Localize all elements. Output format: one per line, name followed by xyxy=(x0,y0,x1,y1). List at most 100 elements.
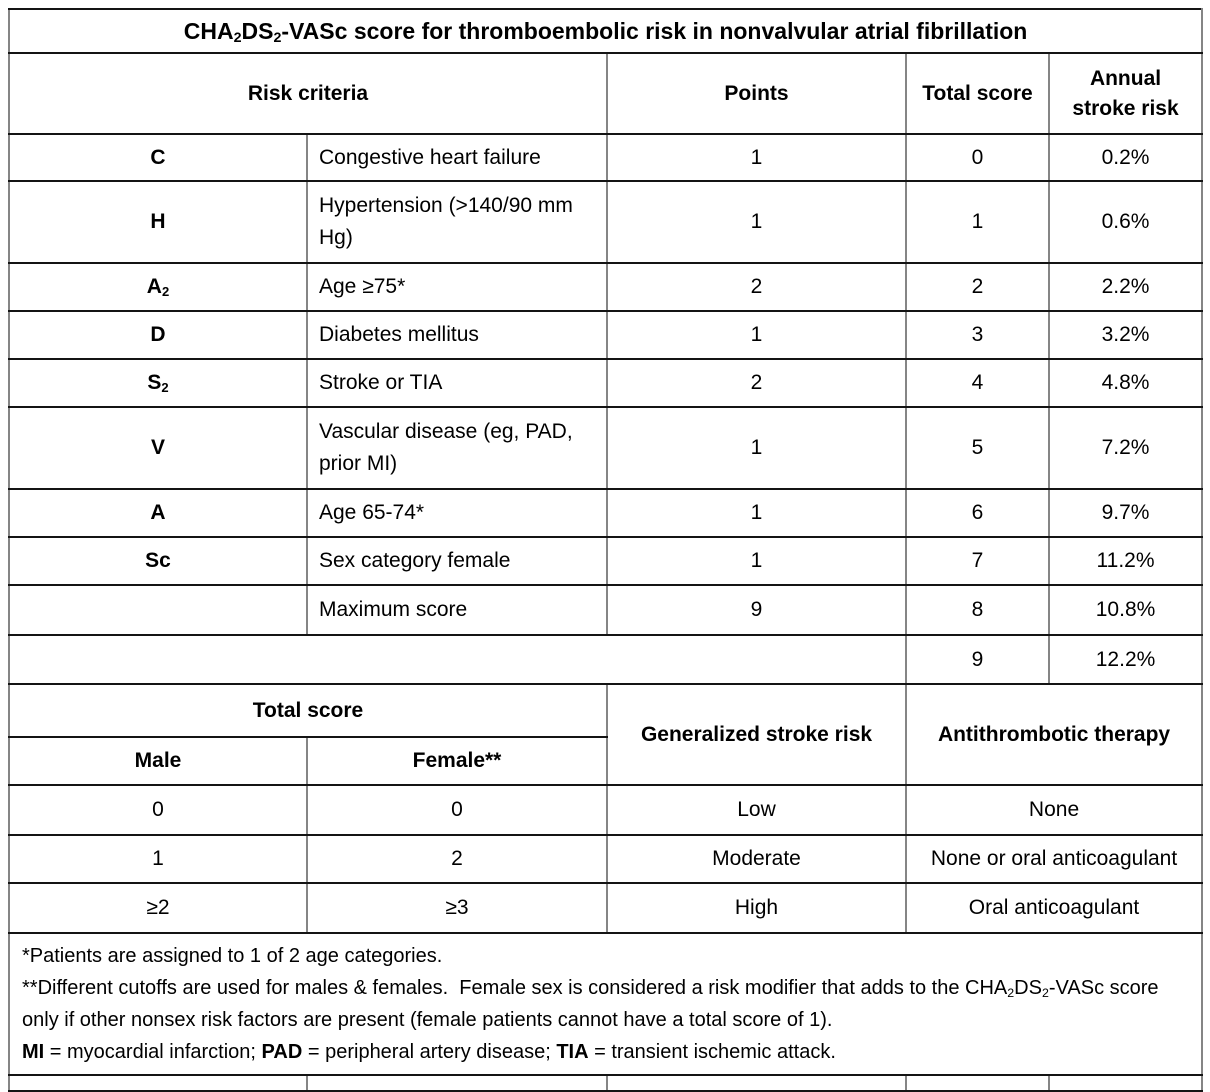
annual-stroke-risk-header: Annual stroke risk xyxy=(1047,52,1204,135)
page-title: CHA2DS2-VASc score for thromboembolic ri… xyxy=(7,8,1204,54)
risk-criteria-cell: Hypertension (>140/90 mm Hg) xyxy=(306,180,608,264)
risk-criteria-cell: Stroke or TIA xyxy=(306,358,608,408)
spacer-cell xyxy=(8,1074,308,1092)
points-cell: 1 xyxy=(606,310,907,360)
total-score-cell: 6 xyxy=(905,488,1050,538)
therapy-row-moderate: 1 2 Moderate None or oral anticoagulant xyxy=(8,834,1204,884)
male-header: Male xyxy=(8,736,308,786)
title-subscript: 2 xyxy=(233,29,242,46)
annual-risk-cell: 12.2% xyxy=(1047,634,1204,685)
points-cell: 2 xyxy=(606,262,907,312)
total-score-cell: 5 xyxy=(905,406,1050,490)
footnote-row: *Patients are assigned to 1 of 2 age cat… xyxy=(7,932,1204,1076)
therapy-row-high: ≥2 ≥3 High Oral anticoagulant xyxy=(8,882,1204,934)
female-score-cell: ≥3 xyxy=(306,882,608,934)
footnote-female-text: DS xyxy=(1014,977,1042,999)
risk-criteria-cell: Diabetes mellitus xyxy=(306,310,608,360)
abbr-tia-definition: = transient ischemic attack. xyxy=(588,1041,836,1063)
risk-row-maximum: Maximum score 9 8 10.8% xyxy=(8,584,1204,636)
male-score-cell: ≥2 xyxy=(8,882,308,934)
generalized-stroke-risk-header: Generalized stroke risk xyxy=(606,683,907,786)
risk-row-score9: 9 12.2% xyxy=(8,634,1204,685)
risk-criteria-cell: Age 65-74* xyxy=(306,488,608,538)
title-text: -VASc score for thromboembolic risk in n… xyxy=(281,17,1028,44)
risk-row-v: V Vascular disease (eg, PAD, prior MI) 1… xyxy=(8,406,1204,490)
points-cell: 2 xyxy=(606,358,907,408)
footnote-abbreviations: MI = myocardial infarction; PAD = periph… xyxy=(22,1036,1189,1068)
risk-row-s2: S2 Stroke or TIA 2 4 4.8% xyxy=(8,358,1204,408)
risk-letter-subscript: 2 xyxy=(161,283,170,299)
stroke-risk-cell: Low xyxy=(606,784,907,836)
annual-risk-cell: 10.8% xyxy=(1047,584,1204,636)
cha2ds2-vasc-table: CHA2DS2-VASc score for thromboembolic ri… xyxy=(7,8,1204,1092)
footnote-subscript: 2 xyxy=(1007,985,1015,1000)
antithrombotic-therapy-header: Antithrombotic therapy xyxy=(904,683,1204,786)
risk-letter: S xyxy=(147,371,162,394)
annual-header-line2: stroke risk xyxy=(1072,96,1179,120)
points-cell: 9 xyxy=(606,584,907,636)
risk-letter-cell: H xyxy=(8,180,308,264)
annual-risk-cell: 0.6% xyxy=(1047,180,1204,264)
total-score-cell: 2 xyxy=(905,262,1050,312)
risk-letter-cell: D xyxy=(8,310,308,360)
bottom-spacer-row xyxy=(8,1074,1204,1092)
footnote-female-text: -VASc score only if other nonsex risk fa… xyxy=(22,977,1159,1031)
points-cell: 1 xyxy=(606,488,907,538)
risk-row-c: C Congestive heart failure 1 0 0.2% xyxy=(8,133,1204,182)
risk-row-d: D Diabetes mellitus 1 3 3.2% xyxy=(8,310,1204,360)
points-cell: 1 xyxy=(606,133,907,182)
title-text: CHA xyxy=(183,17,234,44)
risk-letter: Sc xyxy=(145,549,171,572)
risk-criteria-cell: Vascular disease (eg, PAD, prior MI) xyxy=(306,406,608,490)
cha2ds2-vasc-table-document: CHA2DS2-VASc score for thromboembolic ri… xyxy=(7,8,1204,1092)
risk-letter: A xyxy=(150,501,166,524)
female-score-cell: 0 xyxy=(306,784,608,836)
abbr-tia: TIA xyxy=(556,1041,589,1063)
stroke-risk-cell: Moderate xyxy=(606,834,907,884)
risk-letter-cell: Sc xyxy=(8,536,308,586)
risk-row-a: A Age 65-74* 1 6 9.7% xyxy=(8,488,1204,538)
risk-criteria-cell: Sex category female xyxy=(306,536,608,586)
risk-letter-cell: C xyxy=(8,133,308,182)
abbr-mi: MI xyxy=(22,1041,45,1063)
empty-merged-cell xyxy=(8,634,907,685)
risk-letter-cell: A2 xyxy=(8,262,308,312)
spacer-cell xyxy=(1047,1074,1204,1092)
footnote-female-text: **Different cutoffs are used for males &… xyxy=(22,977,1008,999)
annual-risk-cell: 2.2% xyxy=(1047,262,1204,312)
risk-row-sc: Sc Sex category female 1 7 11.2% xyxy=(8,536,1204,586)
therapy-cell: Oral anticoagulant xyxy=(904,882,1204,934)
therapy-cell: None xyxy=(904,784,1204,836)
annual-header-line1: Annual xyxy=(1089,66,1162,90)
therapy-header-row-2: Male Female** xyxy=(8,736,1202,786)
title-subscript: 2 xyxy=(273,29,282,46)
risk-row-a2: A2 Age ≥75* 2 2 2.2% xyxy=(8,262,1204,312)
total-score-cell: 0 xyxy=(905,133,1050,182)
therapy-row-low: 0 0 Low None xyxy=(8,784,1204,836)
abbr-mi-definition: = myocardial infarction; xyxy=(44,1041,262,1063)
annual-risk-cell: 3.2% xyxy=(1047,310,1204,360)
abbr-pad-definition: = peripheral artery disease; xyxy=(302,1041,557,1063)
footnote-age: *Patients are assigned to 1 of 2 age cat… xyxy=(22,945,443,967)
risk-letter: A xyxy=(146,275,162,298)
title-row: CHA2DS2-VASc score for thromboembolic ri… xyxy=(7,8,1204,54)
total-score-cell: 7 xyxy=(905,536,1050,586)
therapy-cell: None or oral anticoagulant xyxy=(904,834,1204,884)
annual-risk-cell: 0.2% xyxy=(1047,133,1204,182)
total-score-cell: 4 xyxy=(905,358,1050,408)
spacer-cell xyxy=(606,1074,907,1092)
annual-risk-cell: 7.2% xyxy=(1047,406,1204,490)
stroke-risk-cell: High xyxy=(606,882,907,934)
risk-criteria-header: Risk criteria xyxy=(8,52,608,135)
male-score-cell: 0 xyxy=(8,784,308,836)
female-header: Female** xyxy=(306,736,608,786)
risk-letter-cell: V xyxy=(8,406,308,490)
spacer-cell xyxy=(306,1074,608,1092)
risk-letter-cell: S2 xyxy=(8,358,308,408)
points-cell: 1 xyxy=(606,536,907,586)
abbr-pad: PAD xyxy=(261,1041,303,1063)
total-score-header: Total score xyxy=(905,52,1050,135)
total-score-cell: 9 xyxy=(905,634,1050,685)
annual-risk-cell: 9.7% xyxy=(1047,488,1204,538)
footnotes-cell: *Patients are assigned to 1 of 2 age cat… xyxy=(7,932,1204,1076)
